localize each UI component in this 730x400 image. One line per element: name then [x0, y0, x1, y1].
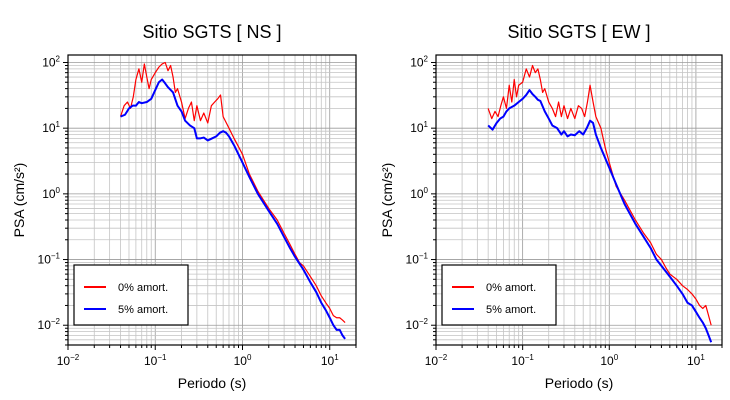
legend-label: 0% amort.: [486, 282, 536, 294]
y-tick-label: 102: [42, 54, 60, 69]
legend: 0% amort. 5% amort.: [441, 264, 557, 326]
legend-label: 5% amort.: [486, 304, 536, 316]
legend-label: 5% amort.: [118, 304, 168, 316]
x-tick-label: 100: [600, 353, 618, 368]
y-axis-label: PSA (cm/s²): [11, 163, 27, 238]
x-tick-label: 10−2: [57, 353, 80, 368]
x-tick-label: 101: [687, 353, 705, 368]
series-group: [119, 61, 346, 340]
legend-box: [73, 264, 189, 326]
legend: 0% amort. 5% amort.: [73, 264, 189, 326]
x-tick-label: 100: [234, 353, 252, 368]
legend-label: 0% amort.: [118, 282, 168, 294]
series-group: [487, 64, 713, 343]
y-tick-label: 102: [410, 54, 428, 69]
y-tick-label: 100: [410, 186, 428, 201]
y-tick-label: 101: [42, 120, 60, 135]
x-axis-label: Periodo (s): [178, 375, 246, 391]
y-tick-label: 100: [42, 186, 60, 201]
x-tick-label: 10−1: [511, 353, 534, 368]
x-tick-label: 10−1: [144, 353, 167, 368]
y-tick-label: 10−2: [406, 317, 429, 332]
chart-panel-1: 10−2 10−1 100 101 10−2 10−1 100 101 102 Sitio SGT…: [11, 22, 357, 391]
x-axis-label: Periodo (s): [545, 375, 613, 391]
series-line-red: [119, 61, 346, 323]
y-axis-label: PSA (cm/s²): [379, 163, 395, 238]
legend-box: [441, 264, 557, 326]
series-line-blue: [487, 89, 713, 343]
chart-title: Sitio SGTS [ EW ]: [507, 22, 650, 42]
series-line-red: [487, 64, 712, 326]
chart-title: Sitio SGTS [ NS ]: [142, 22, 281, 42]
x-tick-label: 101: [321, 353, 339, 368]
y-tick-label: 10−2: [38, 317, 61, 332]
grid: [435, 55, 723, 346]
series-line-blue: [120, 78, 346, 340]
x-tick-label: 10−2: [425, 353, 448, 368]
y-tick-label: 10−1: [406, 252, 429, 267]
y-tick-label: 10−1: [38, 252, 61, 267]
y-tick-label: 101: [410, 120, 428, 135]
chart-panel-2: 10−2 10−1 100 101 10−2 10−1 100 101 102 Sitio SGT…: [379, 22, 723, 391]
